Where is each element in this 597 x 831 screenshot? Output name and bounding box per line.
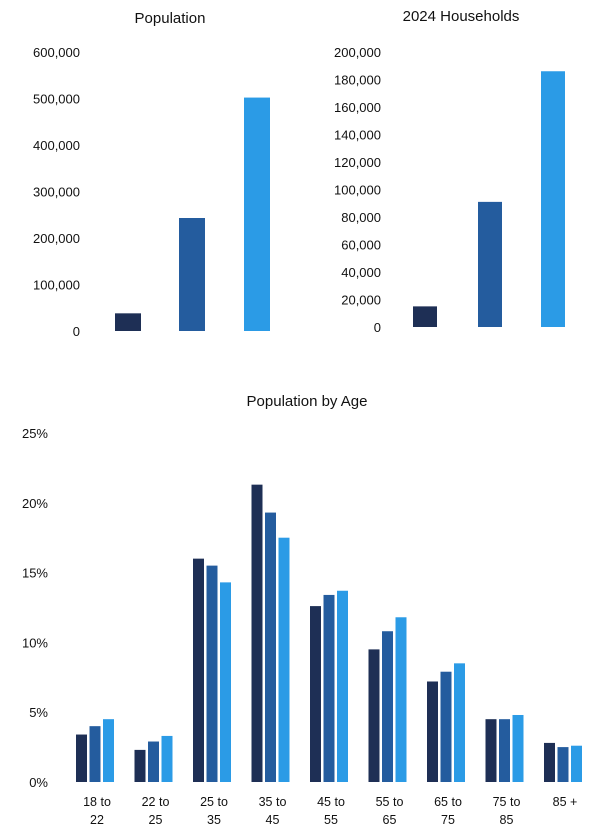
y-tick-label: 0 (73, 324, 80, 339)
x-tick-label: 22 to (142, 795, 170, 809)
bar (485, 719, 497, 782)
x-tick-label: 35 (207, 813, 221, 827)
y-tick-label: 100,000 (334, 183, 381, 198)
y-tick-label: 200,000 (33, 231, 80, 246)
bar (382, 631, 393, 782)
bar (251, 484, 263, 782)
y-tick-label: 100,000 (33, 278, 80, 293)
x-tick-label: 45 (266, 813, 280, 827)
bar (337, 590, 348, 782)
bar (206, 565, 218, 782)
y-tick-label: 15% (22, 566, 48, 581)
y-tick-label: 0 (374, 320, 381, 335)
bar (115, 313, 141, 331)
bar (134, 749, 146, 782)
households-chart: 2024 Households 0 20,000 40,000 60,000 80,00… (334, 8, 565, 335)
bar (571, 745, 582, 782)
x-tick-label: 22 (90, 813, 104, 827)
x-tick-label: 55 to (376, 795, 404, 809)
bar (541, 71, 565, 327)
y-tick-label: 160,000 (334, 100, 381, 115)
bar (161, 735, 173, 782)
bar (76, 734, 87, 782)
bar (310, 606, 321, 782)
y-tick-label: 20% (22, 496, 48, 511)
y-tick-label: 5% (29, 705, 48, 720)
bar (413, 306, 437, 327)
x-tick-label: 35 to (259, 795, 287, 809)
y-tick-label: 0% (29, 775, 48, 790)
y-tick-label: 120,000 (334, 155, 381, 170)
bar (179, 218, 205, 331)
chart-title: Population by Age (247, 393, 368, 410)
x-tick-label: 25 to (200, 795, 228, 809)
y-tick-label: 10% (22, 635, 48, 650)
y-tick-label: 600,000 (33, 45, 80, 60)
bar (427, 681, 438, 782)
x-tick-label: 25 (149, 813, 163, 827)
bar (544, 742, 555, 782)
y-tick-label: 300,000 (33, 185, 80, 200)
x-tick-label: 45 to (317, 795, 345, 809)
y-tick-label: 80,000 (341, 210, 381, 225)
y-tick-label: 200,000 (334, 45, 381, 60)
bar (193, 558, 204, 782)
y-tick-label: 20,000 (341, 293, 381, 308)
x-tick-label: 55 (324, 813, 338, 827)
y-tick-label: 60,000 (341, 238, 381, 253)
y-tick-label: 25% (22, 426, 48, 441)
y-tick-label: 40,000 (341, 265, 381, 280)
x-tick-label: 65 (383, 813, 397, 827)
y-tick-label: 400,000 (33, 138, 80, 153)
bar (368, 649, 380, 782)
x-tick-label: 85 (500, 813, 514, 827)
bar (557, 747, 569, 782)
bar (244, 97, 270, 331)
bar (265, 512, 276, 782)
bar (148, 741, 159, 782)
bar (89, 726, 101, 782)
bar (278, 537, 290, 782)
bar (499, 719, 510, 782)
bar (323, 594, 335, 782)
x-tick-label: 65 to (434, 795, 462, 809)
bar (220, 582, 231, 782)
y-tick-label: 140,000 (334, 128, 381, 143)
y-tick-label: 180,000 (334, 73, 381, 88)
bar (440, 671, 452, 782)
y-tick-label: 500,000 (33, 92, 80, 107)
bar (512, 714, 524, 782)
x-tick-label: 75 (441, 813, 455, 827)
x-tick-label: 18 to (83, 795, 111, 809)
chart-title: Population (135, 10, 206, 27)
population-by-age-chart: Population by Age 0% 5% 10% 15% 20% 25% 18 to 2… (22, 393, 582, 827)
x-tick-label: 75 to (493, 795, 521, 809)
chart-title: 2024 Households (403, 8, 520, 25)
bar (478, 201, 502, 327)
bar (395, 617, 407, 782)
population-chart: Population 0 100,000 200,000 300,000 400,000… (33, 10, 270, 339)
x-tick-label: 85 + (553, 795, 578, 809)
bar (454, 663, 465, 782)
bar (103, 719, 114, 782)
